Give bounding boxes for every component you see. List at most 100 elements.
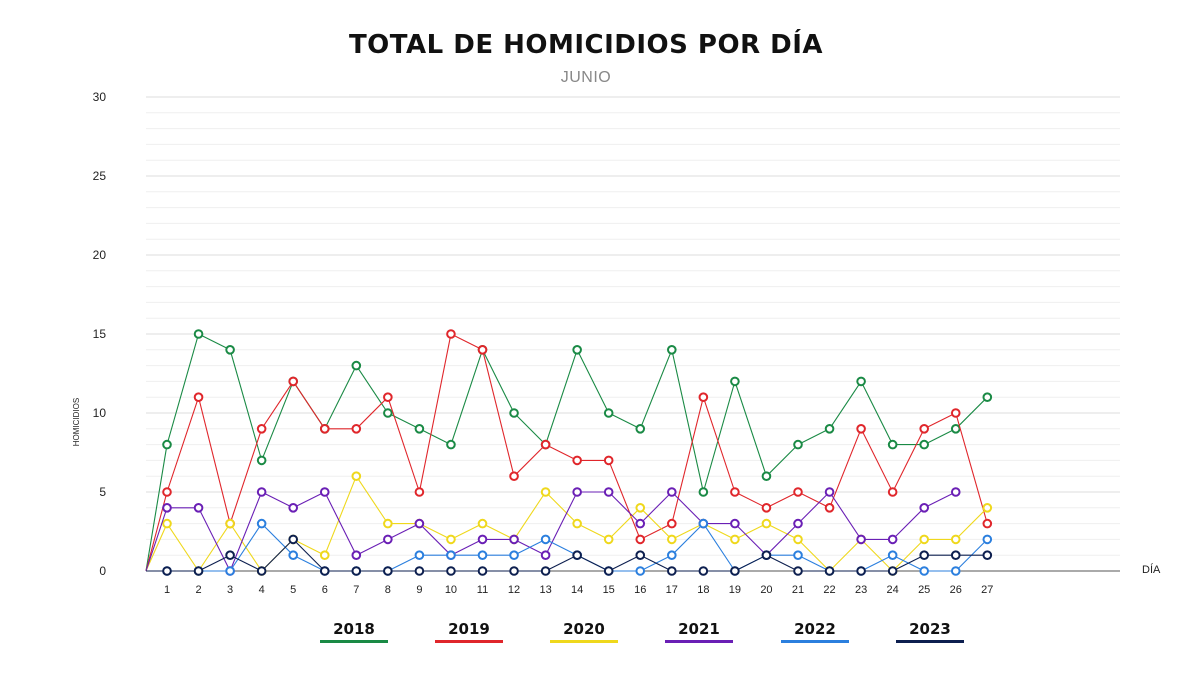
chart-title: TOTAL DE HOMICIDIOS POR DÍA <box>348 30 824 60</box>
data-point-2018 <box>793 439 803 450</box>
x-tick-label: 15 <box>603 584 615 596</box>
data-point-2019 <box>383 392 393 403</box>
data-point-2023 <box>793 566 803 576</box>
x-tick-label: 11 <box>477 584 488 596</box>
data-point-2019 <box>509 471 519 482</box>
data-point-2021 <box>319 487 330 497</box>
data-point-2022 <box>950 566 961 576</box>
data-point-2018 <box>919 439 930 450</box>
x-tick-label: 3 <box>227 584 233 596</box>
x-tick-label: 27 <box>981 584 993 596</box>
data-point-2023 <box>256 566 267 576</box>
data-point-2020 <box>225 518 235 529</box>
data-point-2019 <box>635 534 646 545</box>
data-point-2019 <box>256 424 267 434</box>
data-point-2021 <box>256 487 267 497</box>
data-point-2022 <box>667 550 677 561</box>
legend-item-2023: 2023 <box>896 620 964 643</box>
data-point-2018 <box>887 439 898 450</box>
data-point-2018 <box>383 408 393 418</box>
data-point-2020 <box>635 503 646 513</box>
data-point-2021 <box>950 487 961 497</box>
data-point-2019 <box>540 439 551 450</box>
chart-legend: 2018 2019 2020 2021 2022 2023 <box>0 620 1200 650</box>
data-point-2018 <box>193 329 204 339</box>
data-point-2020 <box>572 518 582 529</box>
data-point-2023 <box>667 566 677 576</box>
data-point-2021 <box>414 518 425 529</box>
y-tick-label: 0 <box>99 564 106 578</box>
legend-item-2021: 2021 <box>665 620 733 643</box>
y-tick-label: 30 <box>93 90 107 104</box>
data-point-2021 <box>635 518 646 529</box>
y-tick-label: 25 <box>93 169 107 183</box>
x-tick-label: 2 <box>195 584 201 596</box>
data-point-2023 <box>698 566 709 576</box>
data-point-2022 <box>635 566 646 576</box>
data-point-2021 <box>824 487 835 497</box>
data-point-2020 <box>793 534 803 545</box>
data-point-2021 <box>288 503 299 513</box>
series-line-2019 <box>145 333 988 572</box>
legend-swatch <box>665 640 733 643</box>
x-tick-label: 25 <box>918 584 930 596</box>
x-tick-label: 13 <box>539 584 551 596</box>
data-point-2018 <box>446 439 456 450</box>
data-point-2019 <box>288 376 299 387</box>
data-point-2018 <box>603 408 614 418</box>
legend-item-2018: 2018 <box>320 620 388 643</box>
data-point-2021 <box>162 503 172 513</box>
legend-item-2019: 2019 <box>435 620 503 643</box>
data-point-2023 <box>603 566 614 576</box>
data-point-2022 <box>982 534 993 545</box>
data-point-2023 <box>288 534 299 545</box>
data-point-2018 <box>162 439 172 450</box>
y-tick-label: 15 <box>93 327 107 341</box>
x-axis-label: DÍA <box>1142 563 1161 576</box>
x-tick-label: 19 <box>729 584 741 596</box>
series-line-2021 <box>145 491 956 572</box>
data-point-2023 <box>887 566 898 576</box>
x-tick-label: 9 <box>416 584 422 596</box>
data-point-2019 <box>414 487 425 497</box>
data-point-2022 <box>446 550 456 561</box>
data-point-2020 <box>667 534 677 545</box>
legend-label: 2019 <box>448 620 490 638</box>
data-point-2023 <box>982 550 993 561</box>
data-point-2019 <box>193 392 204 403</box>
data-point-2020 <box>603 534 614 545</box>
data-point-2023 <box>477 566 488 576</box>
data-point-2021 <box>477 534 488 545</box>
data-point-2019 <box>477 345 488 355</box>
legend-label: 2018 <box>333 620 375 638</box>
data-point-2023 <box>919 550 930 561</box>
x-tick-label: 18 <box>697 584 709 596</box>
series-line-2022 <box>146 523 988 572</box>
data-point-2022 <box>698 518 709 529</box>
x-tick-label: 22 <box>823 584 835 596</box>
data-point-2018 <box>225 345 235 355</box>
data-point-2021 <box>351 550 362 561</box>
legend-swatch <box>320 640 388 643</box>
data-point-2021 <box>856 534 866 545</box>
data-point-2018 <box>414 424 425 434</box>
data-point-2019 <box>162 487 172 497</box>
x-tick-label: 17 <box>666 584 678 596</box>
y-tick-label: 10 <box>93 406 107 420</box>
x-tick-label: 26 <box>950 584 962 596</box>
data-point-2021 <box>540 550 551 561</box>
data-point-2020 <box>477 518 488 529</box>
data-point-2022 <box>288 550 299 561</box>
x-tick-label: 23 <box>855 584 867 596</box>
data-point-2018 <box>824 424 835 434</box>
data-point-2023 <box>162 566 172 576</box>
data-point-2020 <box>446 534 456 545</box>
data-point-2018 <box>950 424 961 434</box>
data-point-2022 <box>919 566 930 576</box>
data-point-2019 <box>603 455 614 466</box>
data-point-2022 <box>256 518 267 529</box>
data-point-2023 <box>856 566 866 576</box>
data-point-2020 <box>351 471 362 482</box>
data-point-2019 <box>887 487 898 497</box>
x-tick-label: 5 <box>290 584 296 596</box>
